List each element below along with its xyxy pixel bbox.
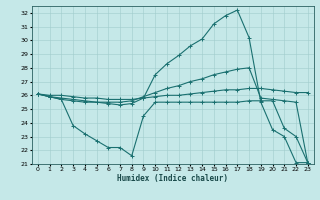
X-axis label: Humidex (Indice chaleur): Humidex (Indice chaleur): [117, 174, 228, 183]
